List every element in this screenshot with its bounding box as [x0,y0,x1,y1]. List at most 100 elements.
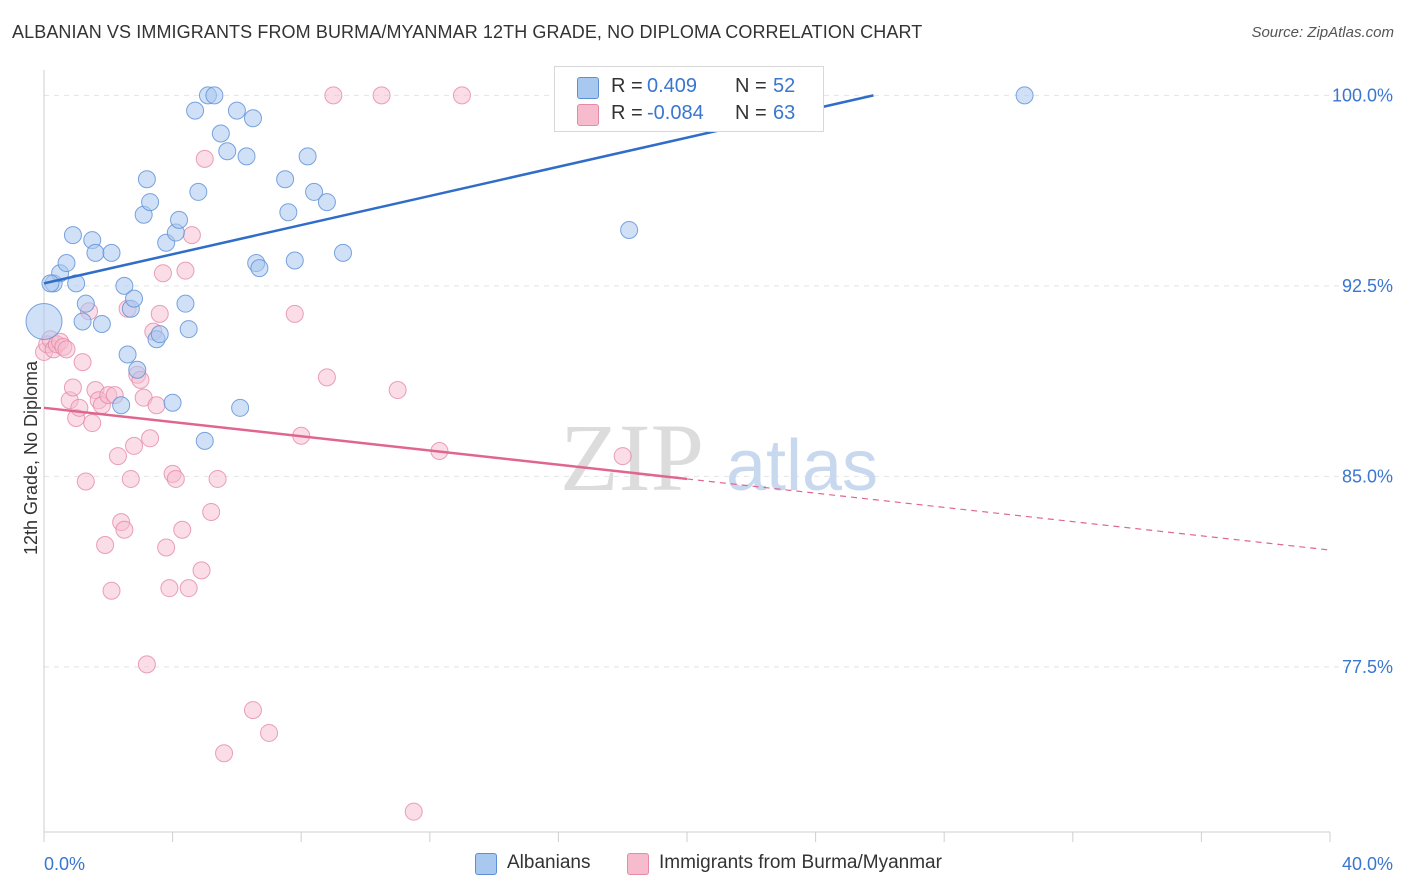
data-point-immigrants-burma [76,472,95,491]
data-point-immigrants-burma [102,581,121,600]
data-point-immigrants-burma [208,469,227,488]
data-point-immigrants-burma [202,502,221,521]
axes [43,70,1331,842]
data-point-albanians [620,221,639,240]
data-point-immigrants-burma [452,86,471,105]
data-point-albanians [63,226,82,245]
data-point-albanians [150,325,169,344]
watermark-zip: ZIP [560,404,704,511]
data-point-immigrants-burma [285,304,304,323]
data-point-albanians [305,182,324,201]
source-credit: Source: ZipAtlas.com [1251,24,1394,41]
y-tick-label: 100.0% [1332,85,1393,105]
data-point-immigrants-burma [70,398,89,417]
data-point-immigrants-burma [150,304,169,323]
data-point-immigrants-burma [147,396,166,415]
data-point-albanians [211,124,230,143]
data-point-albanians [112,396,131,415]
data-point-immigrants-burma [157,538,176,557]
data-point-albanians [285,251,304,270]
data-point-immigrants-burma [388,381,407,400]
data-point-immigrants-burma [153,264,172,283]
x-tick-label-max: 40.0% [1342,854,1393,874]
data-point-albanians [186,101,205,120]
legend-n-value: 63 [773,102,796,124]
y-tick-label: 92.5% [1342,276,1393,296]
data-point-albanians [125,289,144,308]
data-point-albanians [179,320,198,339]
data-point-immigrants-burma [115,520,134,539]
data-point-immigrants-burma [125,436,144,455]
data-point-albanians [25,302,63,340]
data-point-albanians [195,431,214,450]
data-point-immigrants-burma [160,579,179,598]
data-point-albanians [92,315,111,333]
data-point-immigrants-burma [324,86,343,105]
data-point-albanians [163,393,182,412]
data-point-albanians [317,193,336,212]
data-point-albanians [128,360,147,379]
bottom-legend-label: Albanians [507,852,591,873]
y-axis-label: 12th Grade, No Diploma [21,360,41,555]
data-point-immigrants-burma [137,655,156,674]
bottom-legend-swatch-blue [475,853,497,875]
data-point-immigrants-burma [83,414,102,433]
data-point-immigrants-burma [317,368,336,387]
data-point-immigrants-burma [372,86,391,105]
data-point-albanians [298,147,317,166]
data-point-albanians [102,243,121,262]
legend-r-value: 0.409 [647,75,698,97]
data-point-albanians [86,243,105,262]
data-point-immigrants-burma [243,701,262,720]
legend-n-label: N = [735,102,767,124]
data-point-immigrants-burma [108,447,127,466]
series-immigrants-burma-points [35,86,632,821]
data-point-albanians [250,259,269,278]
data-point-albanians [231,398,250,417]
data-point-immigrants-burma [176,261,195,280]
watermark: ZIP atlas [560,404,878,511]
data-point-immigrants-burma [260,723,279,742]
data-point-albanians [333,243,352,262]
legend-swatch-blue [577,77,599,99]
legend-n-value: 52 [773,75,796,97]
tick-labels: 77.5% 85.0% 92.5% 100.0% 0.0% 40.0% [44,85,1393,874]
data-point-immigrants-burma [195,149,214,168]
data-point-immigrants-burma [57,340,76,359]
legend-r-label: R = [611,75,643,97]
data-point-albanians [170,210,189,229]
grid-lines [44,94,1360,668]
legend-swatch-pink [577,104,599,126]
data-point-immigrants-burma [173,520,192,539]
data-point-albanians [141,193,160,212]
data-point-immigrants-burma [166,469,185,488]
data-point-immigrants-burma [73,353,92,372]
legend-n-label: N = [735,75,767,97]
y-tick-label: 77.5% [1342,657,1393,677]
data-point-albanians [237,147,256,166]
y-tick-label: 85.0% [1342,466,1393,486]
data-point-albanians [218,142,237,161]
data-point-immigrants-burma [182,226,201,245]
data-point-albanians [189,182,208,201]
bottom-legend-label: Immigrants from Burma/Myanmar [659,852,942,873]
data-point-immigrants-burma [215,744,234,763]
data-point-immigrants-burma [63,378,82,397]
data-point-albanians [57,254,76,273]
data-point-albanians [205,86,224,105]
legend-r-value: -0.084 [647,102,704,124]
data-point-immigrants-burma [121,469,140,488]
data-point-albanians [243,109,262,128]
data-point-albanians [279,203,298,222]
data-point-albanians [76,294,95,313]
data-point-albanians [137,170,156,189]
data-point-immigrants-burma [96,535,115,554]
data-point-immigrants-burma [404,802,423,821]
data-point-albanians [276,170,295,189]
bottom-legend-swatch-pink [627,853,649,875]
data-point-albanians [118,345,137,364]
data-point-albanians [115,276,134,295]
correlation-legend: R = 0.409 N = 52 R = -0.084 N = 63 [554,66,824,132]
series-albanians-points [25,86,1034,450]
